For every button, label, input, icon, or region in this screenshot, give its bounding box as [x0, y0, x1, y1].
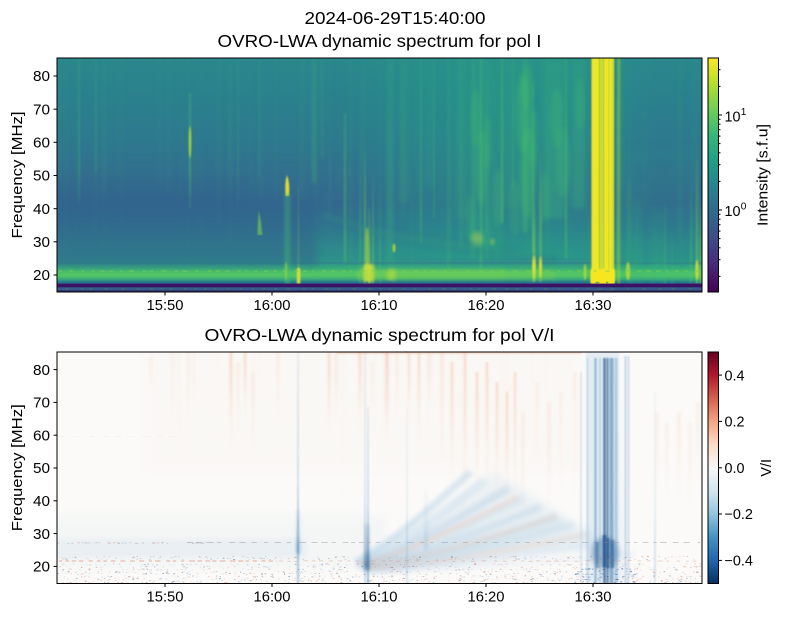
svg-text:70: 70 — [33, 396, 50, 412]
svg-text:50: 50 — [33, 169, 50, 185]
svg-text:−0.4: −0.4 — [725, 554, 753, 570]
svg-text:30: 30 — [33, 527, 50, 543]
svg-text:Intensity [s.f.u]: Intensity [s.f.u] — [756, 124, 772, 226]
svg-text:60: 60 — [33, 136, 50, 152]
svg-text:16:10: 16:10 — [361, 590, 398, 606]
svg-text:16:20: 16:20 — [468, 298, 505, 314]
svg-text:16:30: 16:30 — [575, 590, 612, 606]
svg-text:2024-06-29T15:40:00: 2024-06-29T15:40:00 — [305, 8, 486, 28]
svg-text:15:50: 15:50 — [147, 298, 184, 314]
svg-text:0: 0 — [741, 202, 747, 213]
svg-text:40: 40 — [33, 494, 50, 510]
svg-text:Frequency [MHz]: Frequency [MHz] — [10, 112, 26, 239]
svg-text:0.2: 0.2 — [725, 415, 745, 431]
svg-text:−0.2: −0.2 — [725, 507, 753, 523]
svg-text:OVRO-LWA dynamic spectrum for: OVRO-LWA dynamic spectrum for pol I — [218, 31, 542, 51]
svg-text:70: 70 — [33, 102, 50, 118]
svg-text:10: 10 — [725, 204, 741, 220]
svg-text:16:10: 16:10 — [361, 298, 398, 314]
svg-text:OVRO-LWA dynamic spectrum for: OVRO-LWA dynamic spectrum for pol V/I — [205, 325, 555, 345]
svg-text:16:20: 16:20 — [468, 590, 505, 606]
svg-text:15:50: 15:50 — [147, 590, 184, 606]
svg-text:20: 20 — [33, 268, 50, 284]
svg-text:30: 30 — [33, 235, 50, 251]
svg-text:50: 50 — [33, 461, 50, 477]
svg-text:10: 10 — [725, 110, 741, 126]
svg-text:60: 60 — [33, 428, 50, 444]
svg-text:40: 40 — [33, 202, 50, 218]
svg-text:16:30: 16:30 — [575, 298, 612, 314]
svg-text:16:00: 16:00 — [254, 590, 291, 606]
svg-text:1: 1 — [741, 107, 747, 118]
svg-text:Frequency [MHz]: Frequency [MHz] — [10, 404, 26, 531]
svg-text:0.4: 0.4 — [725, 368, 745, 384]
svg-text:V/I: V/I — [759, 459, 775, 477]
svg-text:16:00: 16:00 — [254, 298, 291, 314]
svg-text:20: 20 — [33, 560, 50, 576]
svg-text:0.0: 0.0 — [725, 461, 745, 477]
svg-text:80: 80 — [33, 363, 50, 379]
svg-text:80: 80 — [33, 69, 50, 85]
